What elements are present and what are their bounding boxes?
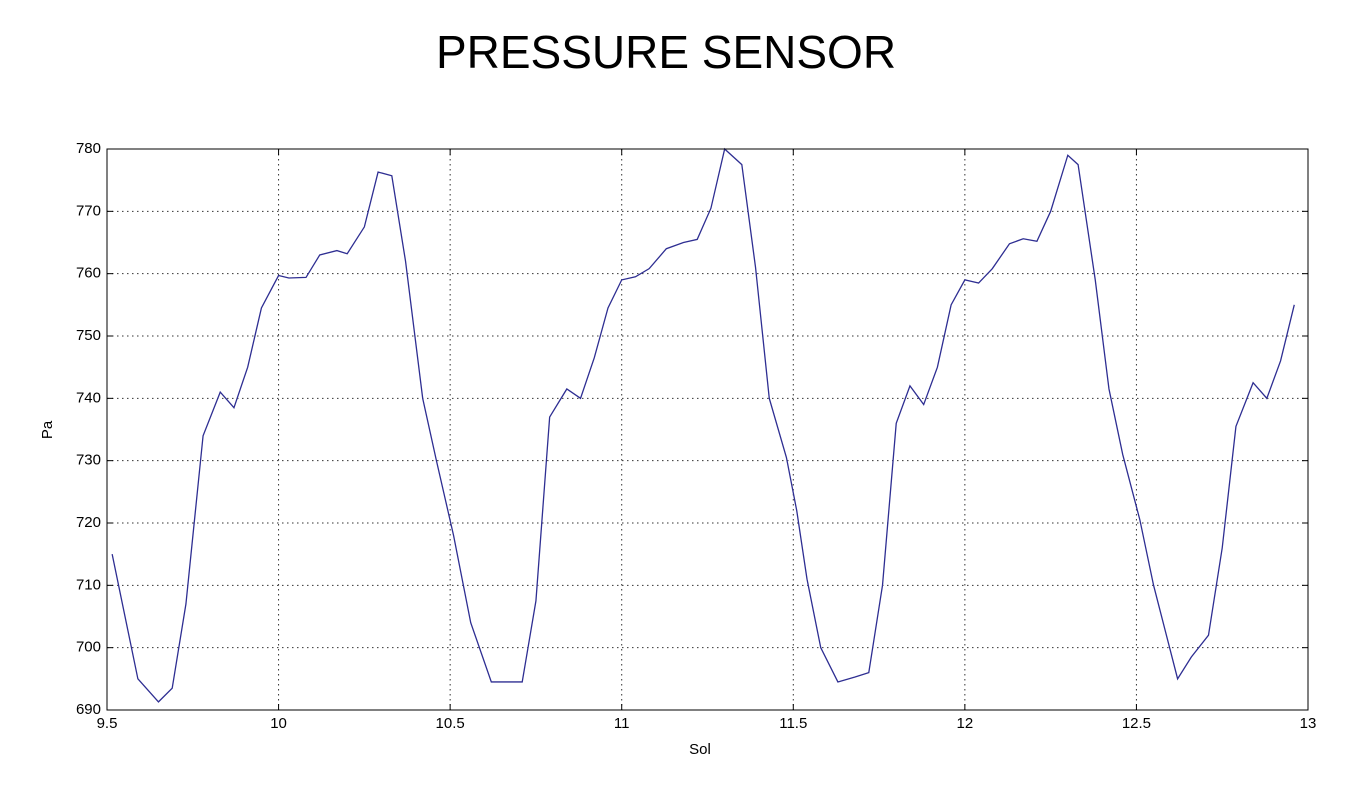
y-tick-label: 770 bbox=[76, 202, 101, 219]
y-tick-label: 690 bbox=[76, 701, 101, 718]
x-tick-label: 12.5 bbox=[1122, 715, 1151, 732]
x-tick-label: 11.5 bbox=[779, 715, 807, 732]
y-tick-label: 710 bbox=[76, 576, 101, 593]
data-line bbox=[111, 147, 1295, 703]
grid bbox=[106, 148, 1309, 711]
y-tick-label: 740 bbox=[76, 389, 101, 406]
y-tick-label: 730 bbox=[76, 452, 101, 469]
x-tick-label: 11 bbox=[614, 715, 630, 732]
y-tick-label: 700 bbox=[76, 639, 101, 656]
chart-title: PRESSURE SENSOR bbox=[436, 26, 896, 78]
plot-area bbox=[111, 147, 1295, 703]
x-axis-label: Sol bbox=[689, 741, 711, 758]
x-tick-label: 10.5 bbox=[436, 715, 465, 732]
y-tick-label: 720 bbox=[76, 514, 101, 531]
plot-frame bbox=[106, 148, 1309, 711]
y-tick-label: 780 bbox=[76, 140, 101, 157]
x-tick-label: 13 bbox=[1300, 715, 1317, 732]
x-tick-label: 10 bbox=[270, 715, 287, 732]
y-axis-label: Pa bbox=[39, 420, 56, 439]
y-tick-label: 760 bbox=[76, 265, 101, 282]
y-tick-label: 750 bbox=[76, 327, 101, 344]
x-tick-label: 9.5 bbox=[97, 715, 118, 732]
x-tick-label: 12 bbox=[957, 715, 974, 732]
